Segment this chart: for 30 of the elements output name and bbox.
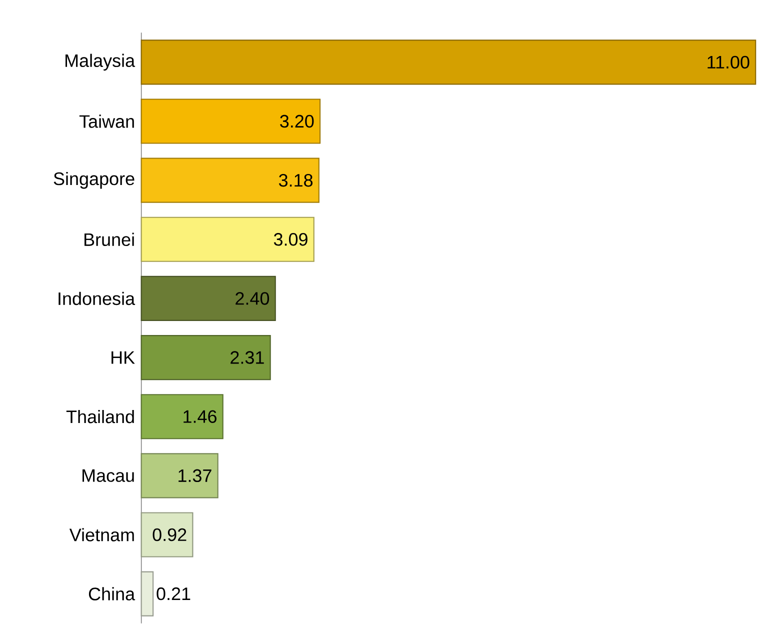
bar — [140, 276, 276, 321]
y-tick-label: Indonesia — [58, 292, 136, 306]
y-tick-label: China — [88, 587, 136, 600]
y-tick-label: Malaysia — [66, 54, 136, 71]
y-tick-label: Thailand — [66, 410, 134, 424]
y-tick-label: Singapore — [54, 172, 134, 189]
data-label: 3.18 — [278, 174, 313, 187]
y-tick-label: Vietnam — [69, 528, 134, 542]
data-label: 2.40 — [236, 292, 270, 305]
y-tick-label: Brunei — [84, 232, 134, 246]
data-label: 1.37 — [178, 469, 212, 482]
data-label: 3.20 — [280, 114, 314, 128]
bar — [140, 394, 224, 440]
data-label: 11.00 — [708, 56, 750, 69]
bar — [140, 98, 321, 144]
data-label: 1.46 — [184, 410, 216, 423]
bar — [140, 158, 320, 203]
bar — [140, 40, 756, 85]
y-tick-label: HK — [112, 351, 135, 364]
data-label: 0.21 — [156, 587, 190, 600]
bar — [140, 453, 218, 498]
data-label: 2.31 — [230, 351, 264, 364]
data-label: 0.92 — [152, 528, 186, 542]
bar — [140, 512, 194, 558]
y-tick-label: Macau — [82, 469, 134, 482]
bar — [140, 571, 154, 616]
y-tick-label: Taiwan — [79, 114, 134, 128]
bar — [140, 335, 271, 380]
bar — [140, 216, 314, 262]
data-label: 3.09 — [274, 233, 308, 246]
